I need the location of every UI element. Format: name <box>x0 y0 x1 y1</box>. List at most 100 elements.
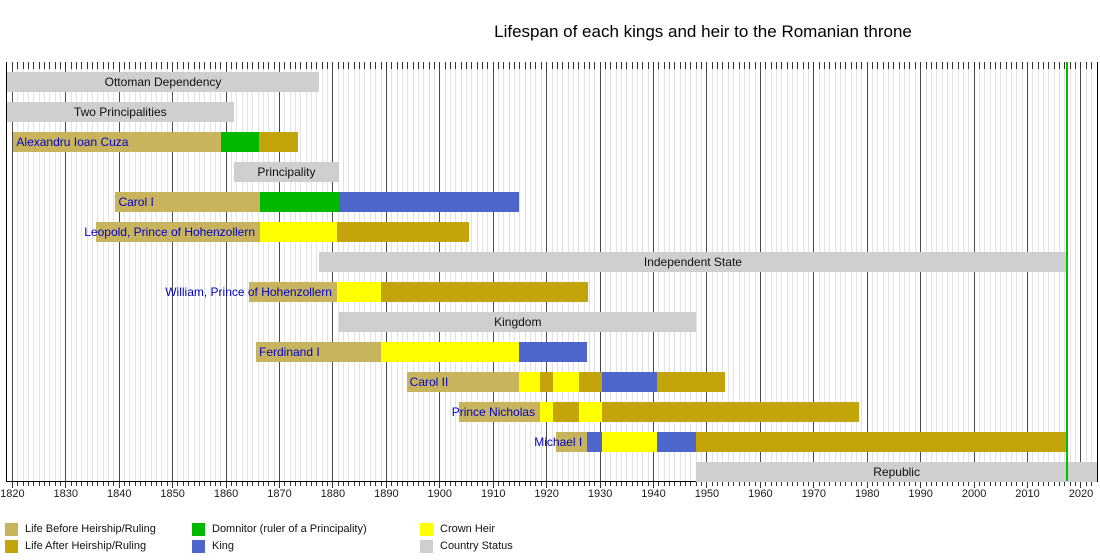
gridline-decade <box>172 62 174 481</box>
bar-segment-before <box>115 192 260 212</box>
gridline-year <box>81 62 83 481</box>
top-tick <box>321 62 323 69</box>
top-tick <box>188 62 190 69</box>
gridline-year <box>59 62 61 481</box>
top-tick <box>193 62 195 69</box>
top-tick <box>300 62 302 69</box>
bottom-tick <box>209 482 211 486</box>
top-tick <box>604 62 606 69</box>
top-tick <box>845 62 847 69</box>
gridline-year <box>1069 62 1071 481</box>
top-tick <box>17 62 19 69</box>
top-tick <box>466 62 467 69</box>
bottom-tick <box>337 482 339 486</box>
bottom-tick <box>118 482 120 488</box>
top-tick <box>562 62 564 69</box>
top-tick <box>690 62 692 69</box>
top-tick <box>108 62 110 69</box>
top-tick <box>172 62 174 69</box>
bottom-tick <box>279 482 280 488</box>
top-tick <box>124 62 126 69</box>
top-tick <box>722 62 724 69</box>
gridline-year <box>1091 62 1093 481</box>
bottom-tick <box>17 482 19 486</box>
top-tick <box>364 62 366 69</box>
top-tick <box>423 62 425 69</box>
bottom-tick <box>642 482 644 486</box>
bottom-tick <box>658 482 660 486</box>
top-tick <box>230 62 232 69</box>
bottom-tick <box>295 482 297 486</box>
top-tick <box>989 62 991 69</box>
bottom-tick <box>1080 482 1082 488</box>
bottom-tick <box>11 482 13 488</box>
gridline-year <box>134 62 136 481</box>
top-tick <box>770 62 772 69</box>
gridline-year <box>182 62 184 481</box>
bottom-tick <box>289 482 291 486</box>
chart-title: Lifespan of each kings and heir to the R… <box>494 22 912 41</box>
bottom-tick <box>449 482 451 486</box>
top-tick <box>487 62 489 69</box>
bottom-tick <box>920 482 922 488</box>
bottom-tick <box>385 482 387 488</box>
axis-label: 1880 <box>320 488 346 500</box>
top-tick <box>337 62 339 69</box>
bottom-tick <box>840 482 842 486</box>
axis-label: 1820 <box>0 488 25 500</box>
bottom-tick <box>802 482 804 486</box>
bottom-tick <box>262 482 264 486</box>
person-label: Michael I <box>534 435 583 449</box>
bottom-tick <box>1064 482 1066 486</box>
bottom-tick <box>1091 482 1093 486</box>
bottom-tick <box>246 482 248 486</box>
top-tick <box>273 62 275 69</box>
bottom-tick <box>369 482 371 486</box>
top-tick <box>642 62 644 69</box>
bottom-tick <box>647 482 649 486</box>
bottom-tick <box>540 482 542 486</box>
axis-label: 1990 <box>908 488 933 500</box>
bottom-tick <box>1059 482 1061 486</box>
top-tick <box>674 62 676 69</box>
bottom-tick <box>1075 482 1077 486</box>
bar-segment-before <box>406 372 519 392</box>
gridline-year <box>316 62 318 481</box>
gridline-year <box>289 62 291 481</box>
bottom-tick <box>1053 482 1055 486</box>
gridline-year <box>177 62 179 481</box>
top-tick <box>925 62 927 69</box>
gridline-year <box>273 62 275 481</box>
gridline-year <box>188 62 190 481</box>
bar-segment-after <box>381 282 589 302</box>
bar-segment-before <box>459 402 540 422</box>
top-tick <box>904 62 906 69</box>
top-tick <box>888 62 890 69</box>
bottom-tick <box>530 482 532 486</box>
bottom-tick <box>973 482 975 488</box>
top-tick <box>877 62 879 69</box>
top-tick <box>391 62 393 69</box>
bottom-tick <box>856 482 858 486</box>
top-tick <box>599 62 601 69</box>
top-tick <box>514 62 516 69</box>
bottom-tick <box>786 482 788 486</box>
top-tick <box>1048 62 1050 69</box>
bar-segment-heir <box>552 372 579 392</box>
top-tick <box>620 62 622 69</box>
bottom-tick <box>460 482 462 486</box>
bar-segment-before <box>13 132 221 152</box>
bottom-tick <box>1021 482 1023 486</box>
top-tick <box>166 62 168 69</box>
bottom-tick <box>27 482 29 486</box>
bottom-tick <box>952 482 954 486</box>
top-tick <box>978 62 980 69</box>
top-tick <box>75 62 77 69</box>
bar-segment-status <box>233 162 340 182</box>
bottom-tick <box>220 482 222 486</box>
bottom-tick <box>113 482 115 486</box>
top-tick <box>177 62 179 69</box>
top-tick <box>140 62 142 69</box>
top-tick <box>1021 62 1023 69</box>
bottom-tick <box>925 482 927 486</box>
